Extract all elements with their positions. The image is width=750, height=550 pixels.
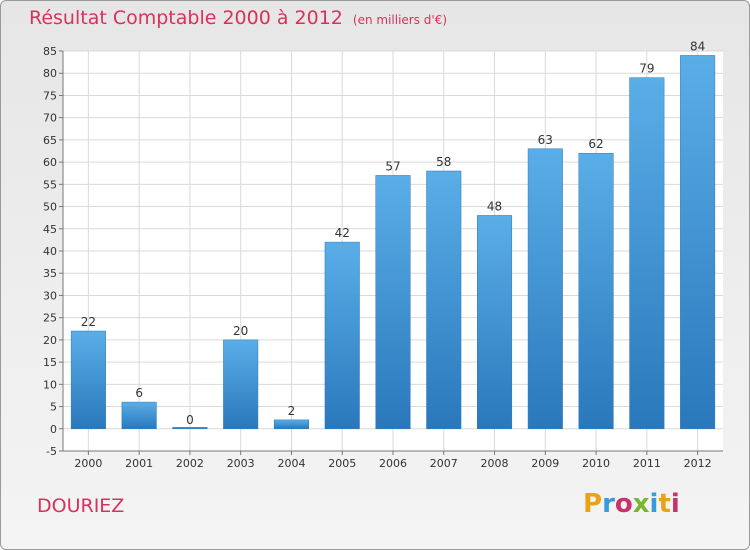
- title-unit: (en milliers d'€): [352, 13, 448, 27]
- value-label: 22: [81, 315, 96, 329]
- x-tick-label: 2000: [74, 457, 102, 470]
- value-label: 42: [335, 226, 350, 240]
- value-label: 58: [436, 155, 451, 169]
- logo-letter: P: [583, 489, 603, 519]
- logo-letter: i: [649, 489, 659, 519]
- y-tick-label: 35: [43, 267, 57, 280]
- x-tick-label: 2004: [277, 457, 305, 470]
- label-layer: 22 6 0 20 2 42 57 58 48 63 62 79 84: [81, 39, 706, 426]
- y-tick-label: 20: [43, 334, 57, 347]
- value-label: 84: [690, 39, 705, 53]
- title-text: Résultat Comptable 2000 à 2012: [29, 7, 343, 29]
- x-tick-label: 2011: [633, 457, 661, 470]
- logo-letter: i: [670, 489, 680, 519]
- y-tick-label: -5: [46, 445, 57, 458]
- bar-2008: [477, 215, 513, 430]
- y-tick-label: 75: [43, 89, 57, 102]
- y-tick-label: 5: [50, 401, 57, 414]
- bar-layer: [70, 55, 716, 430]
- x-tick-label: 2009: [531, 457, 559, 470]
- value-label: 79: [639, 62, 654, 76]
- value-label: 48: [487, 199, 502, 213]
- value-label: 2: [288, 404, 296, 418]
- bar-2000: [70, 330, 106, 430]
- x-tick-label: 2003: [227, 457, 255, 470]
- bar-2003: [223, 339, 259, 430]
- y-tick-label: 85: [43, 45, 57, 58]
- y-tick-label: 45: [43, 223, 57, 236]
- bar-2006: [375, 175, 411, 430]
- proxiti-logo[interactable]: Proxiti: [583, 489, 680, 519]
- value-label: 62: [588, 137, 603, 151]
- x-tick-label: 2012: [684, 457, 712, 470]
- y-tick-label: 0: [50, 423, 57, 436]
- bar-2004: [273, 419, 309, 430]
- bar-2010: [578, 152, 614, 430]
- y-tick-label: 60: [43, 156, 57, 169]
- bar-2007: [426, 170, 462, 430]
- y-tick-label: 65: [43, 134, 57, 147]
- bar-2001: [121, 401, 157, 430]
- y-tick-label: 30: [43, 289, 57, 302]
- y-tick-label: 40: [43, 245, 57, 258]
- y-tick-label: 50: [43, 201, 57, 214]
- value-label: 6: [135, 386, 143, 400]
- x-tick-label: 2010: [582, 457, 610, 470]
- bar-2005: [324, 241, 360, 430]
- value-label: 0: [186, 413, 194, 427]
- x-tick-label: 2008: [481, 457, 509, 470]
- logo-letter: x: [632, 489, 650, 519]
- value-label: 57: [385, 159, 400, 173]
- y-tick-label: 10: [43, 378, 57, 391]
- y-tick-label: 15: [43, 356, 57, 369]
- value-label: 20: [233, 324, 248, 338]
- value-label: 63: [538, 133, 553, 147]
- y-tick-label: 25: [43, 312, 57, 325]
- x-tick-label: 2002: [176, 457, 204, 470]
- x-tick-label: 2005: [328, 457, 356, 470]
- x-tick-label: 2006: [379, 457, 407, 470]
- chart-title: Résultat Comptable 2000 à 2012 (en millie…: [29, 7, 447, 29]
- x-tick-label: 2007: [430, 457, 458, 470]
- x-tick-label: 2001: [125, 457, 153, 470]
- logo-letter: r: [602, 489, 615, 519]
- y-tick-label: 55: [43, 178, 57, 191]
- y-tick-label: 80: [43, 67, 57, 80]
- axis-layer: -505101520253035404550556065707580852000…: [43, 45, 723, 470]
- bar-2002: [172, 427, 208, 430]
- bar-2009: [527, 148, 563, 430]
- bar-2012: [680, 55, 716, 430]
- logo-letter: t: [658, 489, 671, 519]
- commune-name: DOURIEZ: [37, 495, 125, 517]
- logo-letter: o: [614, 489, 633, 519]
- y-tick-label: 70: [43, 112, 57, 125]
- bar-2011: [629, 77, 665, 430]
